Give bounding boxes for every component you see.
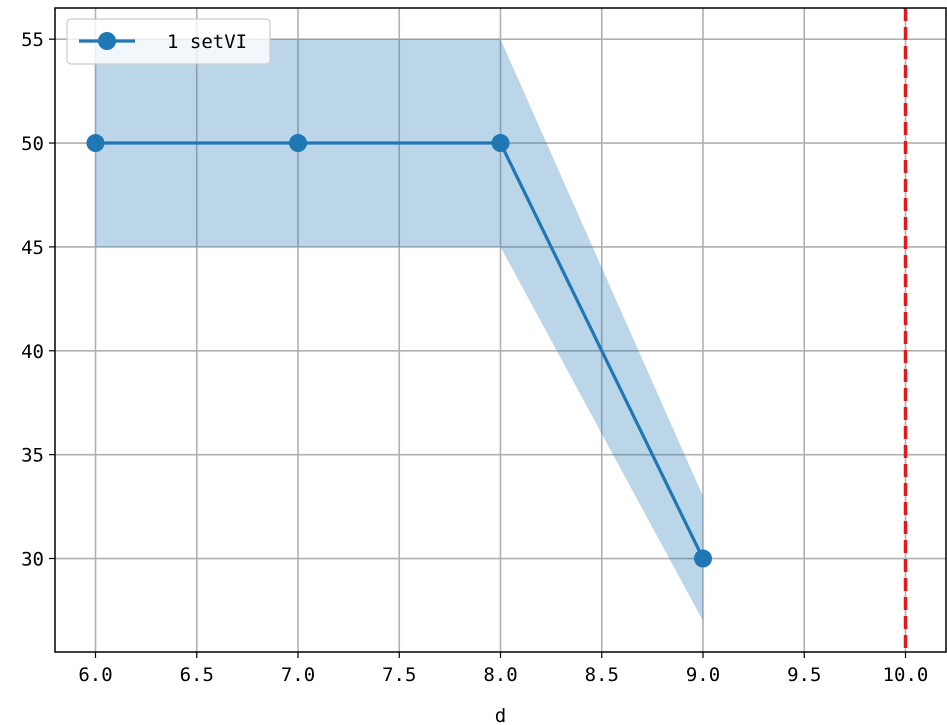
data-point [86, 134, 105, 153]
series-line [95, 141, 705, 560]
x-axis-label: d [495, 705, 506, 725]
series-uncertainty-band [95, 39, 703, 621]
data-point [694, 549, 712, 568]
legend-label: 1 setVI [167, 31, 247, 53]
x-tick-label: 8.0 [483, 664, 517, 686]
x-tick-label: 10.0 [883, 664, 929, 686]
uncertainty-bands [95, 39, 703, 621]
series-lines [95, 141, 705, 560]
y-tick-label: 40 [21, 341, 44, 363]
legend: 1 setVI [66, 18, 271, 65]
x-tick-label: 7.5 [382, 664, 416, 686]
x-tick-label: 8.5 [585, 664, 619, 686]
y-tick-labels: 30 35 40 45 50 55 [21, 29, 44, 570]
legend-marker-swatch [98, 32, 116, 50]
x-tick-label: 9.5 [787, 664, 821, 686]
x-tick-label: 6.0 [78, 664, 112, 686]
y-tick-label: 35 [21, 445, 44, 467]
legend-box [66, 18, 271, 65]
axis-ticks [49, 38, 907, 658]
x-tick-label: 9.0 [686, 664, 720, 686]
y-tick-label: 45 [21, 237, 44, 259]
x-tick-label: 7.0 [281, 664, 315, 686]
x-tick-label: 6.5 [180, 664, 214, 686]
data-point [289, 134, 307, 153]
x-tick-labels: 6.0 6.5 7.0 7.5 8.0 8.5 9.0 9.5 10.0 [78, 664, 928, 686]
y-tick-label: 50 [21, 133, 44, 155]
data-points [86, 134, 712, 568]
y-tick-label: 55 [21, 29, 44, 51]
data-point [491, 134, 510, 153]
y-tick-label: 30 [21, 549, 44, 571]
